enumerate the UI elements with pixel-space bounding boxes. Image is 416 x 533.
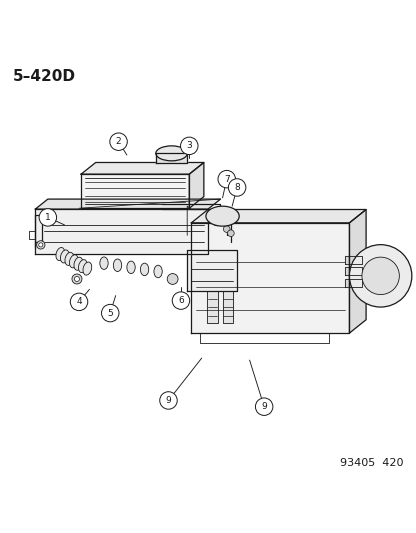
Polygon shape [156, 154, 187, 163]
Polygon shape [345, 279, 362, 287]
Circle shape [74, 277, 79, 281]
Text: 6: 6 [178, 296, 184, 305]
Ellipse shape [79, 260, 87, 273]
Circle shape [72, 274, 82, 284]
Text: 8: 8 [234, 183, 240, 192]
Text: 1: 1 [45, 213, 51, 222]
Ellipse shape [156, 146, 187, 161]
Ellipse shape [127, 261, 135, 273]
Circle shape [228, 230, 234, 237]
Text: 5: 5 [107, 309, 113, 318]
Circle shape [39, 209, 57, 226]
Ellipse shape [113, 259, 121, 271]
Circle shape [228, 179, 246, 196]
Text: 5–420D: 5–420D [12, 69, 75, 84]
Text: 3: 3 [186, 141, 192, 150]
Polygon shape [345, 256, 362, 264]
Ellipse shape [56, 247, 65, 261]
Polygon shape [349, 209, 366, 333]
Polygon shape [35, 199, 220, 209]
Circle shape [37, 241, 45, 249]
Ellipse shape [74, 257, 83, 270]
Ellipse shape [141, 263, 149, 276]
Ellipse shape [65, 252, 74, 265]
Circle shape [223, 226, 230, 232]
Polygon shape [187, 250, 237, 292]
Ellipse shape [69, 255, 78, 268]
Circle shape [102, 304, 119, 322]
Text: 2: 2 [116, 137, 121, 146]
Polygon shape [345, 266, 362, 275]
Ellipse shape [100, 257, 108, 269]
Circle shape [218, 171, 235, 188]
Ellipse shape [60, 250, 69, 263]
Polygon shape [191, 209, 366, 223]
Circle shape [160, 392, 177, 409]
Polygon shape [35, 209, 208, 254]
Polygon shape [81, 163, 204, 174]
Circle shape [181, 137, 198, 155]
Text: 4: 4 [76, 297, 82, 306]
Ellipse shape [154, 265, 162, 278]
Polygon shape [223, 292, 233, 322]
Polygon shape [189, 163, 204, 208]
Ellipse shape [206, 206, 239, 226]
Circle shape [167, 273, 178, 285]
Circle shape [255, 398, 273, 415]
Text: 9: 9 [261, 402, 267, 411]
Polygon shape [191, 223, 349, 333]
Text: 9: 9 [166, 396, 171, 405]
Text: 7: 7 [224, 175, 230, 184]
Circle shape [110, 133, 127, 150]
Text: 93405  420: 93405 420 [340, 458, 404, 469]
Circle shape [172, 292, 190, 309]
Ellipse shape [83, 262, 92, 275]
Circle shape [39, 243, 43, 247]
Polygon shape [207, 292, 218, 322]
Polygon shape [81, 174, 189, 208]
Circle shape [349, 245, 412, 307]
Circle shape [213, 219, 220, 226]
Circle shape [70, 293, 88, 311]
Circle shape [362, 257, 399, 295]
Circle shape [217, 214, 224, 221]
